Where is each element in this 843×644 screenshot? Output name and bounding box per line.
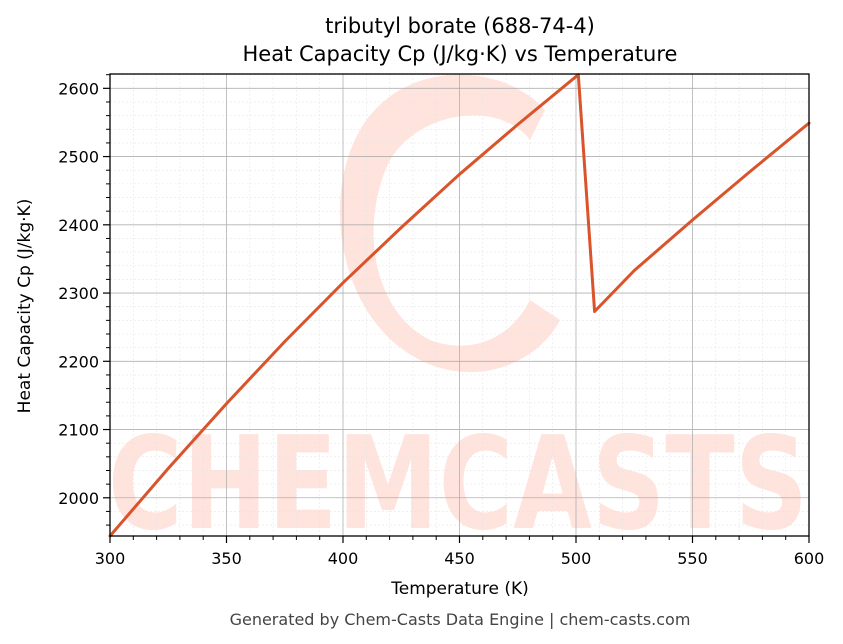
y-tick-label: 2500 [58, 148, 99, 167]
x-tick-label: 550 [677, 549, 708, 568]
series-line [108, 73, 811, 538]
watermark: CHEMCASTS [108, 74, 808, 559]
chart-title: tributyl borate (688-74-4) [325, 14, 595, 38]
x-tick-label: 500 [561, 549, 592, 568]
x-tick-label: 350 [211, 549, 242, 568]
y-axis-label: Heat Capacity Cp (J/kg·K) [15, 199, 35, 414]
y-tick-labels: 2000 2100 2200 2300 2400 2500 2600 [58, 79, 99, 507]
y-tick-label: 2300 [58, 284, 99, 303]
y-tick-label: 2200 [58, 352, 99, 371]
x-tick-label: 400 [328, 549, 359, 568]
x-tick-label: 600 [794, 549, 825, 568]
series-layer [108, 73, 811, 538]
chart-subtitle: Heat Capacity Cp (J/kg·K) vs Temperature [243, 42, 678, 66]
y-tick-label: 2000 [58, 489, 99, 508]
x-tick-labels: 300 350 400 450 500 550 600 [95, 549, 825, 568]
x-tick-label: 450 [444, 549, 475, 568]
watermark-logo-swirl [340, 74, 560, 373]
y-tick-label: 2400 [58, 216, 99, 235]
y-tick-label: 2100 [58, 421, 99, 440]
x-axis-label: Temperature (K) [390, 579, 529, 599]
footer-credit: Generated by Chem-Casts Data Engine | ch… [230, 610, 691, 629]
watermark-text: CHEMCASTS [108, 410, 808, 559]
y-tick-label: 2600 [58, 79, 99, 98]
x-tick-label: 300 [95, 549, 126, 568]
axis-ticks [103, 74, 810, 543]
